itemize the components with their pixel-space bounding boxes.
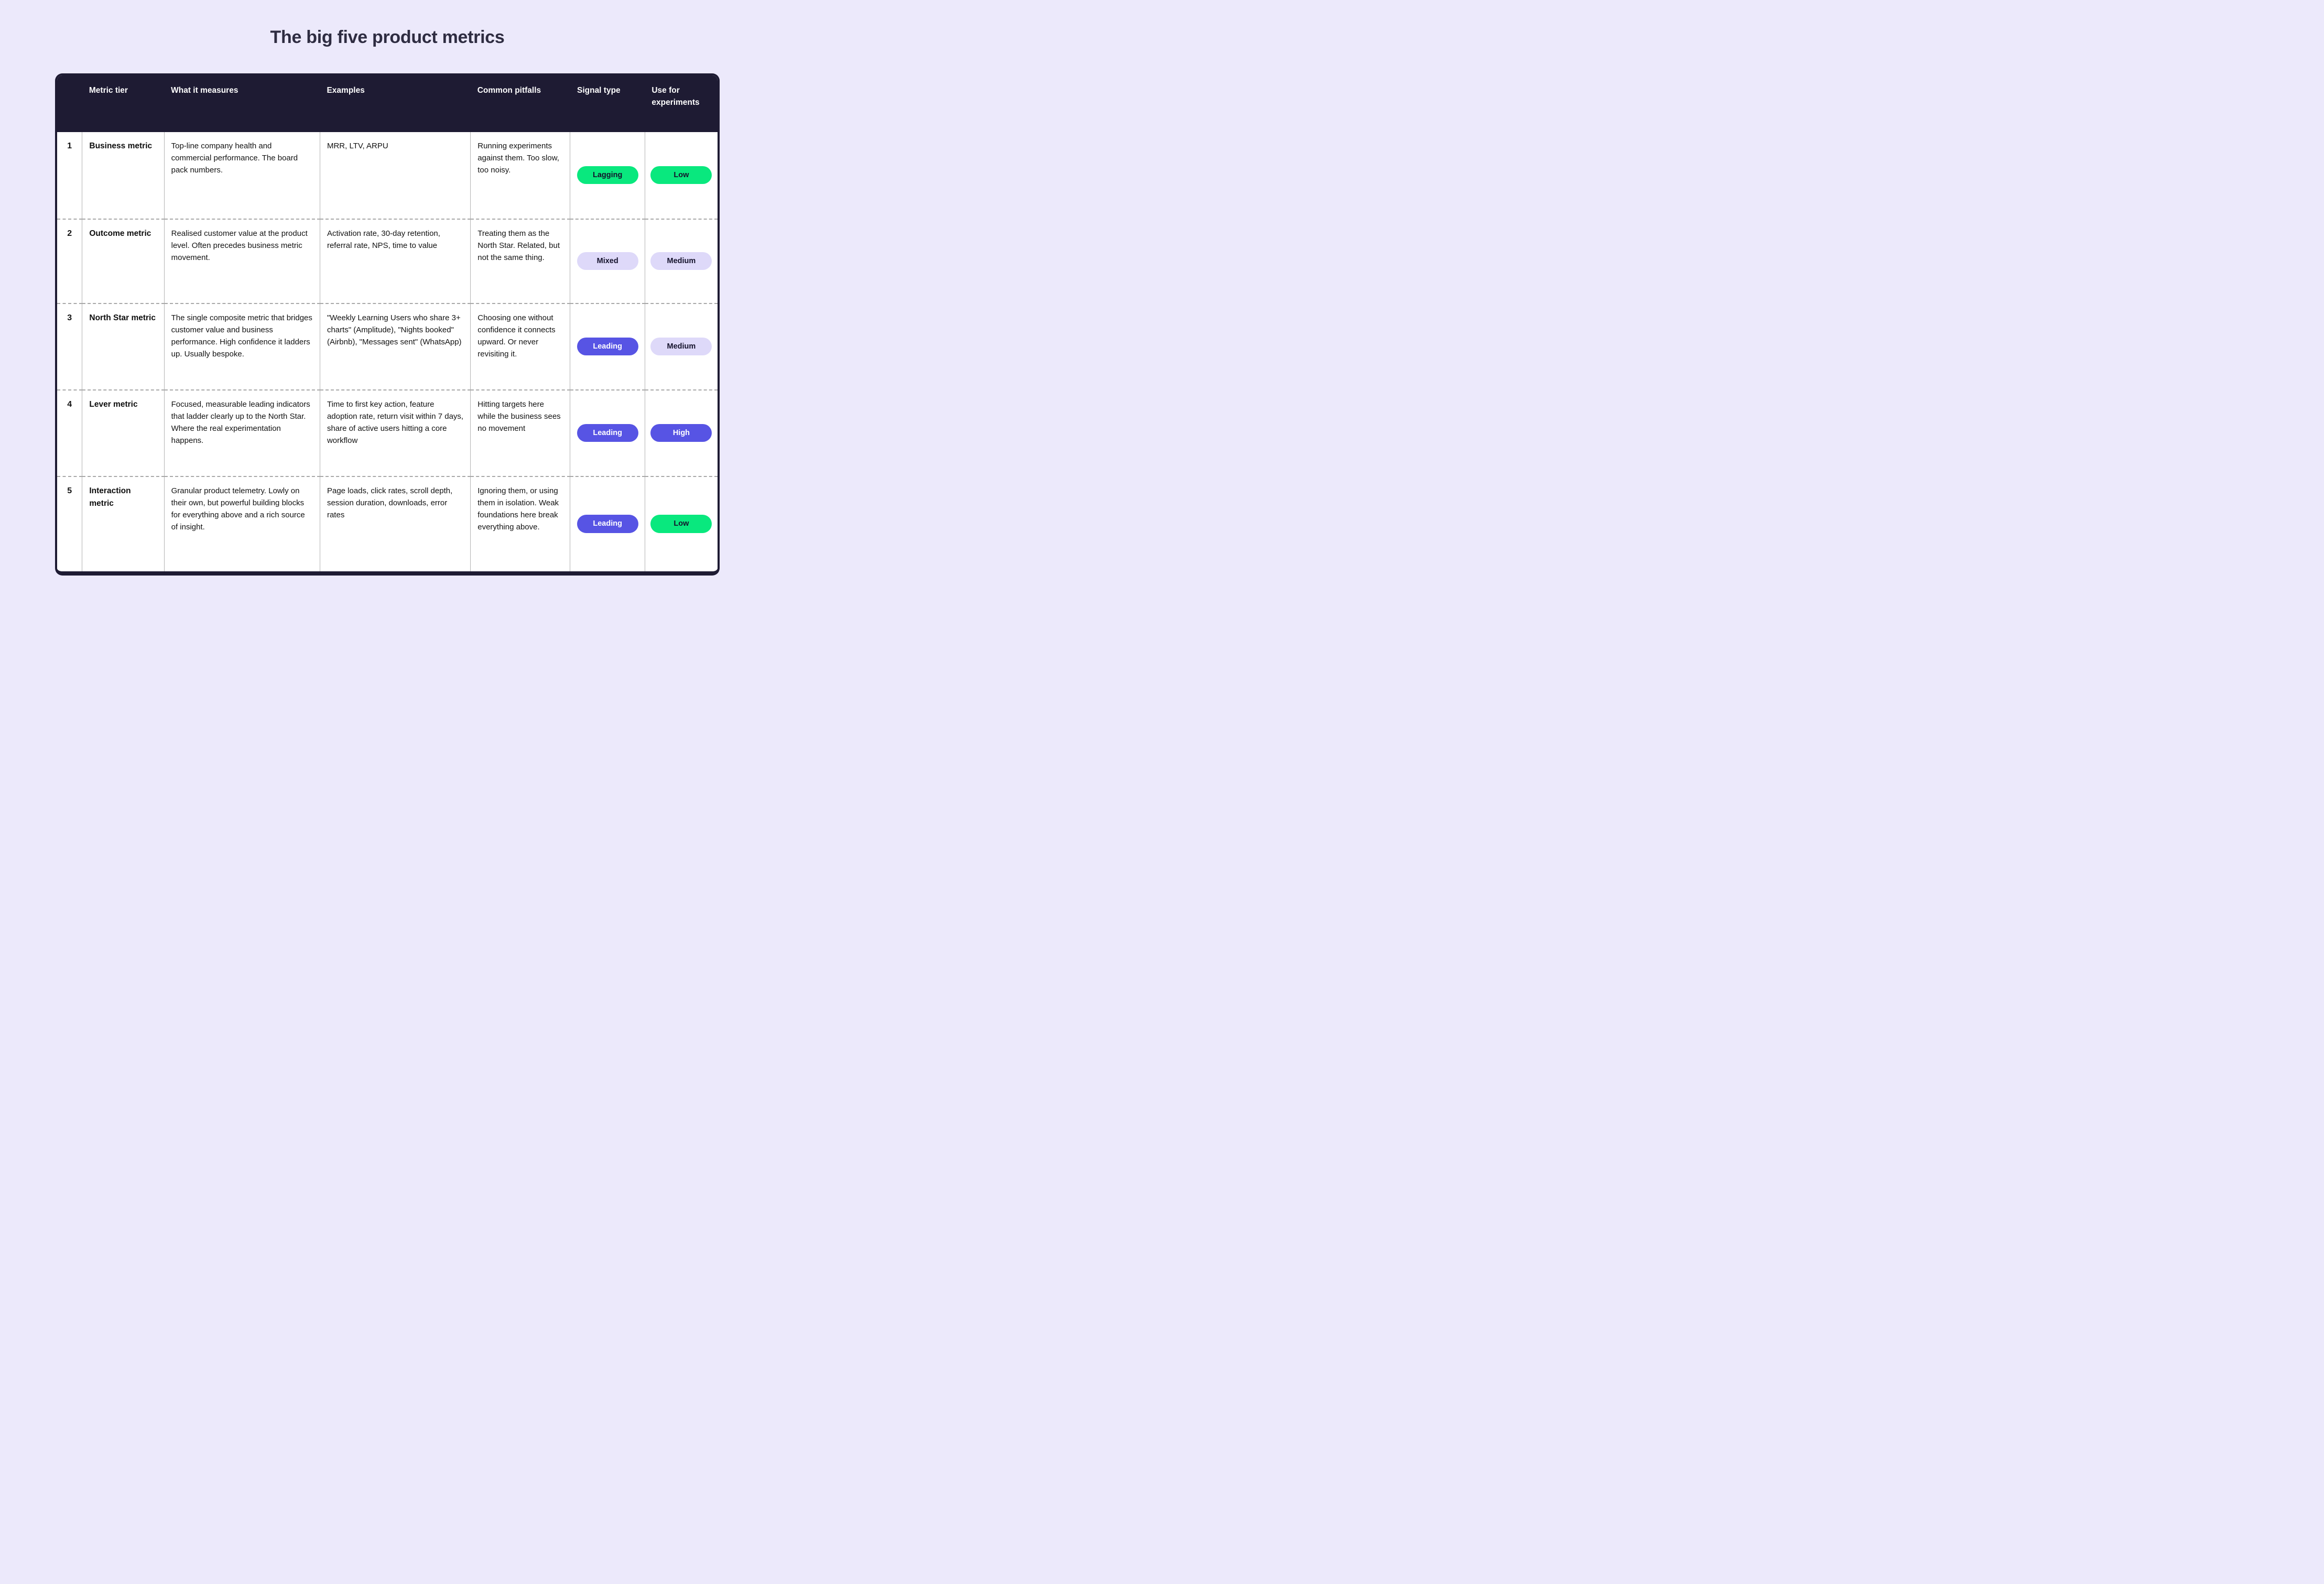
table-row: 1 Business metric Top-line company healt… [57,132,718,219]
use-badge: Medium [650,252,712,270]
use-for-experiments-cell: Low [644,475,718,571]
table-row: 2 Outcome metric Realised customer value… [57,218,718,303]
header-common-pitfalls: Common pitfalls [470,75,570,132]
signal-badge: Leading [577,337,638,356]
what-it-measures-cell: Realised customer value at the product l… [164,218,320,303]
header-signal-type: Signal type [570,75,645,132]
examples-cell: Time to first key action, feature adopti… [319,389,471,476]
use-for-experiments-cell: Low [644,132,718,219]
row-number: 1 [57,132,82,219]
use-badge: Low [650,515,712,533]
table-row: 3 North Star metric The single composite… [57,302,718,390]
common-pitfalls-cell: Treating them as the North Star. Related… [470,218,570,303]
header-metric-tier: Metric tier [82,75,165,132]
metric-tier-cell: Interaction metric [82,475,165,571]
row-number: 3 [57,302,82,390]
use-badge: Low [650,166,712,185]
table-row: 5 Interaction metric Granular product te… [57,475,718,571]
signal-badge: Mixed [577,252,638,270]
metrics-table: Metric tier What it measures Examples Co… [57,75,718,571]
header-use-for-experiments: Use for experiments [645,75,718,132]
common-pitfalls-cell: Choosing one without confidence it conne… [470,302,570,390]
metric-tier-cell: Outcome metric [82,218,165,303]
metric-tier-cell: North Star metric [82,302,165,390]
examples-cell: Activation rate, 30-day retention, refer… [319,218,471,303]
metrics-table-container: Metric tier What it measures Examples Co… [55,73,720,576]
signal-type-cell: Leading [570,302,645,390]
use-for-experiments-cell: Medium [644,302,718,390]
row-number: 5 [57,475,82,571]
header-examples: Examples [320,75,471,132]
common-pitfalls-cell: Running experiments against them. Too sl… [470,132,570,219]
row-number: 4 [57,389,82,476]
corner-header-cell [57,75,82,132]
signal-badge: Leading [577,515,638,533]
table-row: 4 Lever metric Focused, measurable leadi… [57,389,718,476]
what-it-measures-cell: Top-line company health and commercial p… [164,132,320,219]
examples-cell: "Weekly Learning Users who share 3+ char… [319,302,471,390]
examples-cell: MRR, LTV, ARPU [319,132,471,219]
use-badge: Medium [650,337,712,356]
signal-type-cell: Leading [570,389,645,476]
examples-cell: Page loads, click rates, scroll depth, s… [319,475,471,571]
signal-type-cell: Mixed [570,218,645,303]
page-title: The big five product metrics [270,27,505,47]
what-it-measures-cell: Focused, measurable leading indicators t… [164,389,320,476]
signal-type-cell: Leading [570,475,645,571]
what-it-measures-cell: The single composite metric that bridges… [164,302,320,390]
common-pitfalls-cell: Ignoring them, or using them in isolatio… [470,475,570,571]
use-for-experiments-cell: High [644,389,718,476]
common-pitfalls-cell: Hitting targets here while the business … [470,389,570,476]
what-it-measures-cell: Granular product telemetry. Lowly on the… [164,475,320,571]
signal-type-cell: Lagging [570,132,645,219]
header-what-it-measures: What it measures [164,75,320,132]
metric-tier-cell: Business metric [82,132,165,219]
use-for-experiments-cell: Medium [644,218,718,303]
use-badge: High [650,424,712,442]
signal-badge: Lagging [577,166,638,185]
table-header-row: Metric tier What it measures Examples Co… [57,75,718,132]
row-number: 2 [57,218,82,303]
metric-tier-cell: Lever metric [82,389,165,476]
signal-badge: Leading [577,424,638,442]
